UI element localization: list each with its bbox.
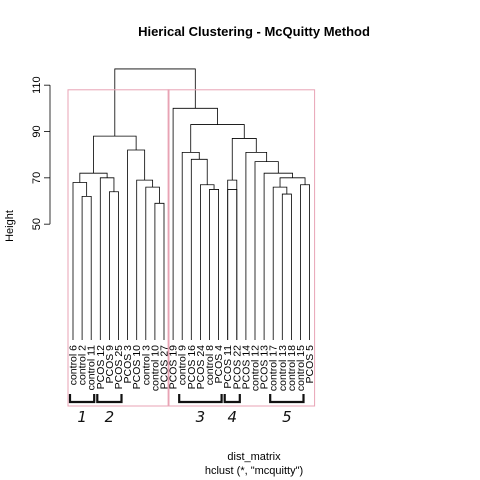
annotation-label: 1 xyxy=(77,408,87,426)
leaf-label: control 8 xyxy=(204,345,216,385)
annotation-label: 4 xyxy=(227,408,237,426)
dendrogram-link xyxy=(72,182,88,340)
leaf-label: control 3 xyxy=(140,345,152,385)
dendrogram-link xyxy=(227,189,238,340)
leaf-label: PCOS 10 xyxy=(131,345,143,390)
dendrogram-link xyxy=(190,158,208,340)
leaf-label: control 10 xyxy=(149,345,161,391)
leaf-label: PCOS 19 xyxy=(168,345,180,390)
dendrogram-link xyxy=(109,191,119,340)
y-tick-label: 110 xyxy=(31,76,43,94)
dendrogram-link xyxy=(99,177,115,340)
dendrogram-link xyxy=(281,193,292,340)
dendrogram-link xyxy=(136,179,154,340)
dendrogram-link xyxy=(279,177,306,188)
y-tick-label: 50 xyxy=(31,218,43,230)
leaf-label: control 15 xyxy=(295,345,307,391)
leaf-label: PCOS 24 xyxy=(195,345,207,390)
leaf-label: PCOS 9 xyxy=(104,345,116,384)
annotation-bracket xyxy=(68,394,96,404)
dendrogram-link xyxy=(272,186,288,340)
leaf-label: control 2 xyxy=(77,345,89,385)
leaf-label: PCOS 25 xyxy=(113,345,125,390)
dendrogram-link xyxy=(127,149,146,340)
leaf-label: control 13 xyxy=(277,345,289,391)
y-tick-label: 70 xyxy=(31,172,43,184)
dendrogram-link xyxy=(145,186,160,340)
dendrogram-link xyxy=(263,172,293,340)
dendrogram-link xyxy=(245,151,268,340)
annotation-bracket xyxy=(96,394,123,404)
leaf-label: PCOS 5 xyxy=(304,345,316,384)
leaf-label: control 17 xyxy=(268,345,280,391)
leaf-label: PCOS 12 xyxy=(95,345,107,390)
dendrogram-link xyxy=(227,179,238,340)
dendrogram-link xyxy=(300,184,311,340)
leaf-label: PCOS 14 xyxy=(240,345,252,390)
annotation-bracket xyxy=(223,394,241,404)
dendrogram-link xyxy=(199,184,215,340)
y-axis: 50 70 90 110 xyxy=(31,76,51,230)
cluster-box xyxy=(67,89,170,407)
dendrogram-tree xyxy=(72,68,311,340)
chart-title: Hierical Clustering - McQuitty Method xyxy=(138,24,370,39)
annotation-label: 3 xyxy=(196,408,206,426)
y-axis-label: Height xyxy=(4,210,16,242)
y-tick-label: 90 xyxy=(31,125,43,137)
leaf-label: PCOS 13 xyxy=(259,345,271,390)
dendrogram-link xyxy=(81,195,92,340)
leaf-label: PCOS 4 xyxy=(213,345,225,384)
leaf-label: PCOS 3 xyxy=(122,345,134,384)
leaf-label: PCOS 16 xyxy=(186,345,198,390)
dendrogram-link xyxy=(254,161,279,340)
dendrogram-link xyxy=(172,107,218,340)
dendrogram-link xyxy=(209,189,220,340)
cluster-boxes xyxy=(67,89,316,407)
leaf-label: control 9 xyxy=(177,345,189,385)
annotation-label: 2 xyxy=(105,408,115,426)
x-axis-sublabel: hclust (*, "mcquitty") xyxy=(205,465,303,477)
dendrogram-link xyxy=(181,151,200,340)
leaf-label: control 18 xyxy=(286,345,298,391)
leaf-label: control 11 xyxy=(86,345,98,390)
leaf-label: control 6 xyxy=(68,345,80,385)
leaf-label: control 12 xyxy=(250,345,262,391)
leaf-label: PCOS 11 xyxy=(222,345,234,389)
dendrogram-link xyxy=(231,138,257,181)
leaf-label: PCOS 27 xyxy=(159,345,171,390)
cluster-box xyxy=(167,89,316,407)
dendrogram-link xyxy=(93,135,137,174)
annotation-bracket xyxy=(269,394,305,404)
annotation-bracket xyxy=(178,394,223,404)
dendrogram-link xyxy=(154,202,165,340)
x-axis-label: dist_matrix xyxy=(227,451,281,463)
annotation-label: 5 xyxy=(282,408,292,426)
dendrogram-link xyxy=(114,68,196,137)
leaf-label: PCOS 22 xyxy=(231,345,243,390)
